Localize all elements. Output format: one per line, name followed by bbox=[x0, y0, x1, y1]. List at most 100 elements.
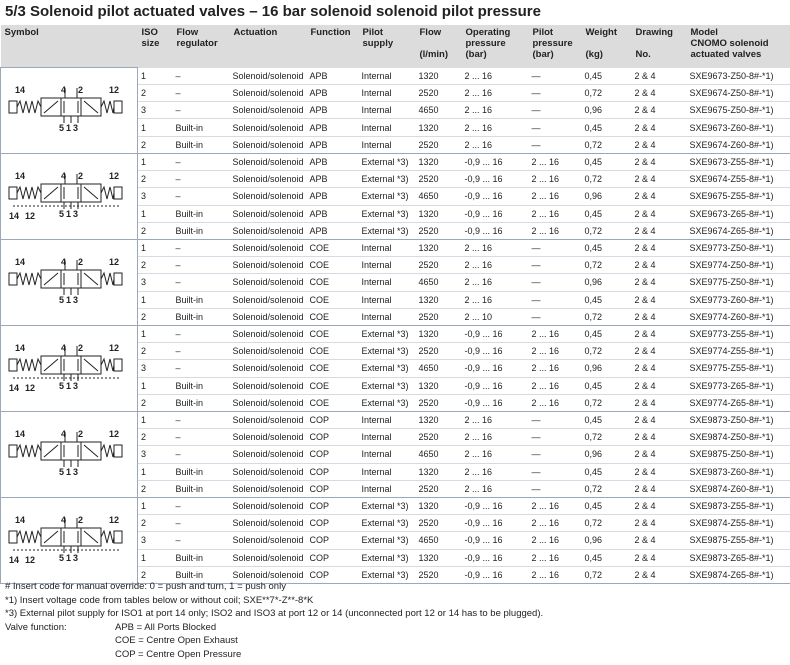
weight: 0,45 bbox=[581, 153, 632, 172]
model: SXE9774-Z65-8#-*1) bbox=[686, 394, 790, 413]
port-label: 12 bbox=[25, 555, 35, 565]
symbol-shape bbox=[43, 100, 99, 114]
flow: 1320 bbox=[415, 118, 462, 137]
function: COP bbox=[306, 497, 359, 516]
flow-regulator: Built-in bbox=[172, 291, 230, 309]
table-row: 2– Solenoid/solenoid APB Internal 2520 2 ... … bbox=[1, 84, 790, 103]
weight: 0,45 bbox=[581, 497, 632, 516]
pilot-supply: Internal bbox=[358, 239, 416, 258]
operating-pressure: -0,9 ... 16 bbox=[461, 566, 529, 585]
column-header: Pilot supply bbox=[358, 25, 416, 68]
model: SXE9773-Z55-8#-*1) bbox=[686, 325, 790, 344]
pilot-pressure: — bbox=[528, 308, 582, 327]
header-line: Actuation bbox=[233, 27, 278, 38]
iso-size: 2 bbox=[137, 170, 173, 189]
flow-regulator: – bbox=[172, 411, 230, 430]
header-line: No. bbox=[635, 49, 651, 60]
pilot-pressure: 2 ... 16 bbox=[528, 566, 582, 585]
pilot-pressure: — bbox=[528, 291, 582, 309]
weight: 0,72 bbox=[581, 222, 632, 241]
function: COE bbox=[306, 342, 359, 361]
port-label: 14 bbox=[15, 85, 25, 95]
flow: 2520 bbox=[415, 566, 462, 585]
operating-pressure: -0,9 ... 16 bbox=[461, 514, 529, 533]
drawing: 2 & 4 bbox=[631, 359, 687, 378]
operating-pressure: 2 ... 16 bbox=[461, 118, 529, 137]
model: SXE9675-Z55-8#-*1) bbox=[686, 187, 790, 206]
port-label: 4 bbox=[61, 343, 66, 353]
pilot-supply: Internal bbox=[358, 428, 416, 447]
operating-pressure: 2 ... 16 bbox=[461, 84, 529, 103]
table-row: 1 Built-in Solenoid/solenoid APB External *3… bbox=[1, 205, 790, 223]
symbol-shape bbox=[113, 186, 123, 200]
function: COP bbox=[306, 549, 359, 567]
port-label: 3 bbox=[73, 381, 78, 391]
flow-regulator: – bbox=[172, 84, 230, 103]
flow: 4650 bbox=[415, 101, 462, 120]
function: COP bbox=[306, 531, 359, 550]
model: SXE9774-Z55-8#-*1) bbox=[686, 342, 790, 361]
model: SXE9774-Z50-8#-*1) bbox=[686, 256, 790, 275]
symbol-shape bbox=[100, 185, 115, 200]
pilot-pressure: 2 ... 16 bbox=[528, 531, 582, 550]
pilot-supply: External *3) bbox=[358, 514, 416, 533]
function: COP bbox=[306, 428, 359, 447]
drawing: 2 & 4 bbox=[631, 118, 687, 137]
port-label: 2 bbox=[78, 85, 83, 95]
pilot-pressure: — bbox=[528, 428, 582, 447]
port-label: 2 bbox=[78, 257, 83, 267]
header-row: Symbol ISO size Flow regulator Actuation Funct… bbox=[0, 25, 790, 68]
flow: 1320 bbox=[415, 377, 462, 395]
symbol-shape bbox=[8, 100, 18, 114]
pilot-pressure: 2 ... 16 bbox=[528, 325, 582, 344]
pilot-pressure: — bbox=[528, 101, 582, 120]
note: # Insert code for manual override: 0 = p… bbox=[5, 581, 286, 592]
pilot-pressure: 2 ... 16 bbox=[528, 222, 582, 241]
table-row: 2– Solenoid/solenoid COE External *3) 2520 -0… bbox=[1, 342, 790, 361]
weight: 0,45 bbox=[581, 377, 632, 395]
port-label: 3 bbox=[73, 553, 78, 563]
pilot-supply: Internal bbox=[358, 273, 416, 292]
drawing: 2 & 4 bbox=[631, 308, 687, 327]
symbol-cell: 14 4 2 12 5 1 3 bbox=[0, 239, 138, 326]
port-label: 4 bbox=[61, 171, 66, 181]
column-header: Drawing No. bbox=[631, 25, 687, 68]
table-row: 1 Built-in Solenoid/solenoid COE External *3… bbox=[1, 377, 790, 395]
symbol-shape bbox=[113, 358, 123, 372]
operating-pressure: 2 ... 16 bbox=[461, 136, 529, 155]
header-line: (bar) bbox=[465, 49, 487, 60]
table-row: 2 Built-in Solenoid/solenoid COE Internal 252… bbox=[1, 308, 790, 327]
function: COE bbox=[306, 308, 359, 327]
table-row: 3– Solenoid/solenoid APB External *3) 4650 -0… bbox=[1, 187, 790, 206]
drawing: 2 & 4 bbox=[631, 411, 687, 430]
column-header: Operating pressure (bar) bbox=[461, 25, 529, 68]
header-line bbox=[586, 38, 632, 49]
iso-size: 1 bbox=[137, 549, 173, 567]
weight: 0,72 bbox=[581, 308, 632, 327]
flow-regulator: – bbox=[172, 342, 230, 361]
weight: 0,45 bbox=[581, 463, 632, 481]
actuation: Solenoid/solenoid bbox=[229, 84, 307, 103]
valve-function-row: Valve function: APB = All Ports Blocked bbox=[5, 621, 543, 635]
operating-pressure: 2 ... 16 bbox=[461, 291, 529, 309]
model: SXE9774-Z60-8#-*1) bbox=[686, 308, 790, 327]
model: SXE9673-Z50-8#-*1) bbox=[686, 67, 790, 85]
drawing: 2 & 4 bbox=[631, 566, 687, 585]
drawing: 2 & 4 bbox=[631, 428, 687, 447]
column-header: Actuation bbox=[229, 25, 307, 68]
model: SXE9674-Z55-8#-*1) bbox=[686, 170, 790, 189]
port-label: 12 bbox=[109, 85, 119, 95]
drawing: 2 & 4 bbox=[631, 377, 687, 395]
flow-regulator: – bbox=[172, 497, 230, 516]
actuation: Solenoid/solenoid bbox=[229, 308, 307, 327]
iso-size: 2 bbox=[137, 84, 173, 103]
drawing: 2 & 4 bbox=[631, 273, 687, 292]
column-header: Function bbox=[306, 25, 359, 68]
iso-size: 1 bbox=[137, 325, 173, 344]
pilot-pressure: 2 ... 16 bbox=[528, 342, 582, 361]
pilot-supply: External *3) bbox=[358, 325, 416, 344]
port-label: 1 bbox=[66, 467, 71, 477]
weight: 0,72 bbox=[581, 514, 632, 533]
weight: 0,45 bbox=[581, 411, 632, 430]
weight: 0,72 bbox=[581, 136, 632, 155]
